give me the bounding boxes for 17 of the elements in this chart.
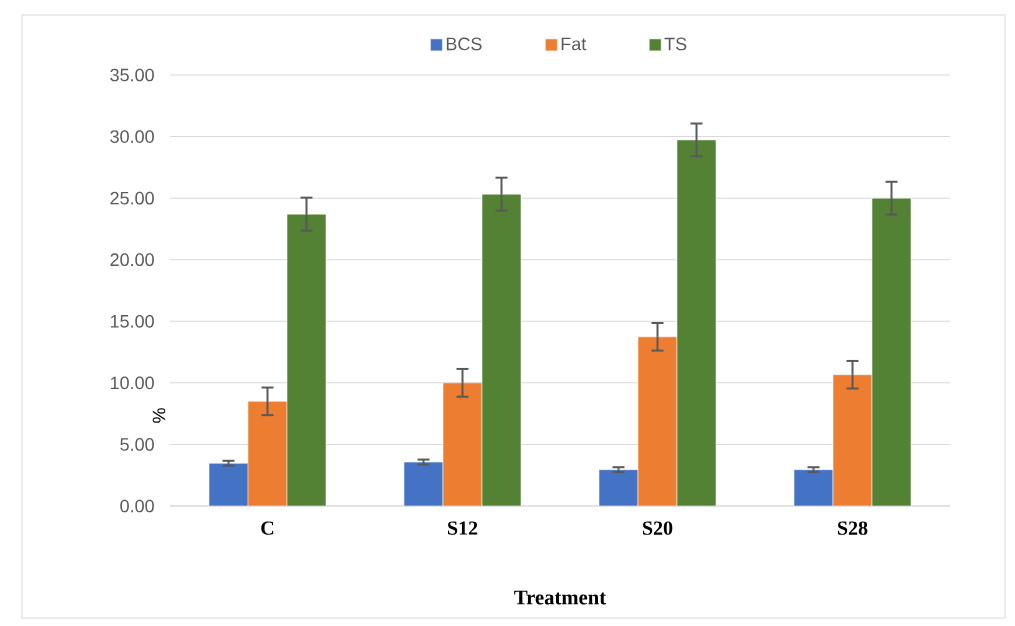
legend-label: Fat xyxy=(561,37,587,51)
y-axis-title: % xyxy=(152,408,166,423)
x-tick-label: C xyxy=(261,521,274,535)
y-tick-label: 30.00 xyxy=(110,130,154,143)
y-tick-label: 5.00 xyxy=(120,438,154,451)
x-axis-title: Treatment xyxy=(514,590,607,605)
y-tick-label: 0.00 xyxy=(120,499,154,513)
y-tick-label: 25.00 xyxy=(110,191,154,205)
x-tick-label: S20 xyxy=(643,521,673,535)
y-tick-label: 10.00 xyxy=(110,376,154,390)
y-tick-label: 15.00 xyxy=(110,314,154,328)
y-tick-label: 20.00 xyxy=(110,253,154,267)
x-tick-label: S12 xyxy=(448,521,478,535)
legend-label: TS xyxy=(664,37,687,51)
x-tick-label: S28 xyxy=(838,521,868,535)
y-tick-label: 35.00 xyxy=(110,68,154,82)
legend-label: BCS xyxy=(446,37,482,51)
